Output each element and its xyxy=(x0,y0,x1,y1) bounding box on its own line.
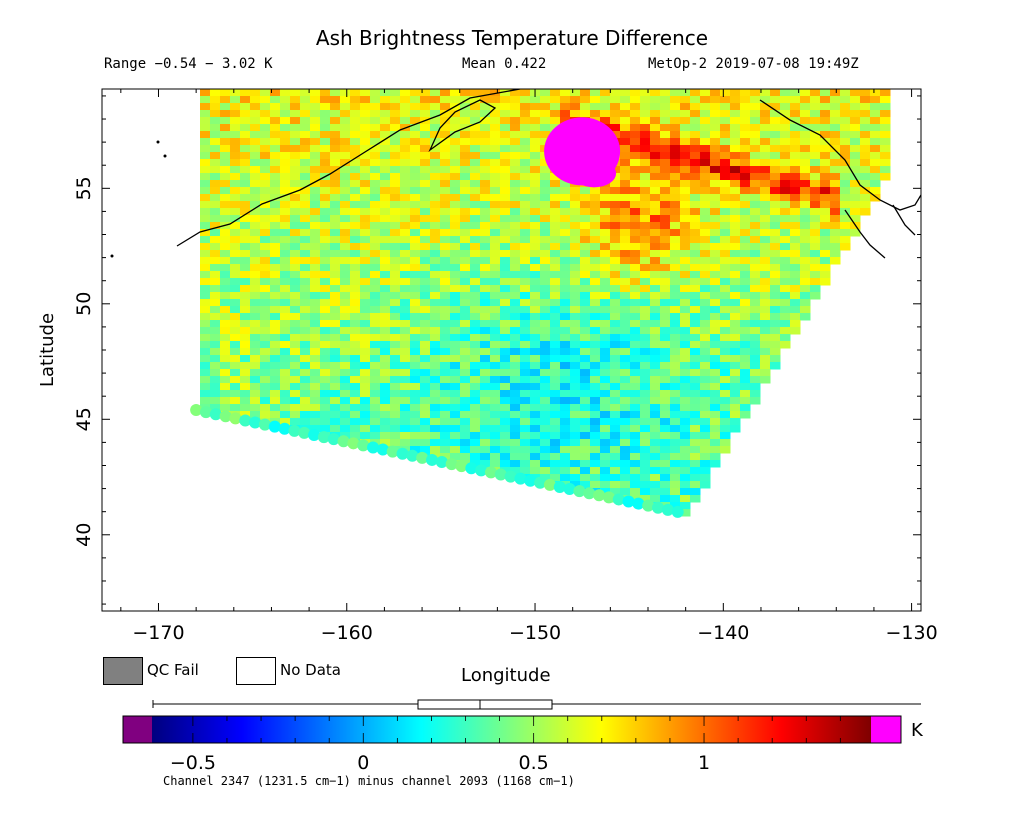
y-tick-label: 50 xyxy=(73,292,95,316)
no-data-swatch xyxy=(236,657,276,685)
x-axis-label: Longitude xyxy=(461,665,551,686)
x-tick-label: −150 xyxy=(509,622,561,644)
brightness-temperature-swath xyxy=(190,89,891,518)
no-data-label: No Data xyxy=(280,661,341,679)
y-axis-label: Latitude xyxy=(37,312,58,388)
qc-fail-label: QC Fail xyxy=(147,661,199,679)
coastline xyxy=(110,89,921,259)
x-axis-ticks: −170 −160 −150 −140 −130 xyxy=(120,89,938,644)
colorbar-below-swatch xyxy=(123,716,152,743)
mean-readout: Mean 0.422 xyxy=(462,56,547,72)
colorbar-gradient xyxy=(152,716,871,743)
y-tick-label: 55 xyxy=(73,176,95,200)
ash-plume xyxy=(544,117,621,188)
range-readout: Range −0.54 − 3.02 K xyxy=(104,56,273,72)
colorbar-tick-label: −0.5 xyxy=(170,752,216,774)
x-tick-label: −160 xyxy=(321,622,373,644)
y-tick-label: 45 xyxy=(73,407,95,431)
channel-description: Channel 2347 (1231.5 cm−1) minus channel… xyxy=(163,774,575,788)
y-tick-label: 40 xyxy=(73,523,95,547)
colorbar-unit: K xyxy=(911,720,923,741)
x-tick-label: −140 xyxy=(697,622,749,644)
satellite-time-readout: MetOp-2 2019-07-08 19:49Z xyxy=(648,56,859,72)
colorbar-above-swatch xyxy=(871,716,901,743)
colorbar: −0.5 0 0.5 1 xyxy=(122,715,902,774)
colorbar-tick-label: 0.5 xyxy=(519,752,549,774)
x-tick-label: −130 xyxy=(885,622,937,644)
qc-fail-swatch xyxy=(103,657,143,685)
colorbar-range-indicator xyxy=(152,699,921,710)
x-tick-label: −170 xyxy=(132,622,184,644)
y-axis-ticks: 40 45 50 55 xyxy=(73,95,921,605)
colorbar-tick-label: 1 xyxy=(698,752,710,774)
colorbar-tick-label: 0 xyxy=(357,752,369,774)
page-title: Ash Brightness Temperature Difference xyxy=(315,26,709,50)
